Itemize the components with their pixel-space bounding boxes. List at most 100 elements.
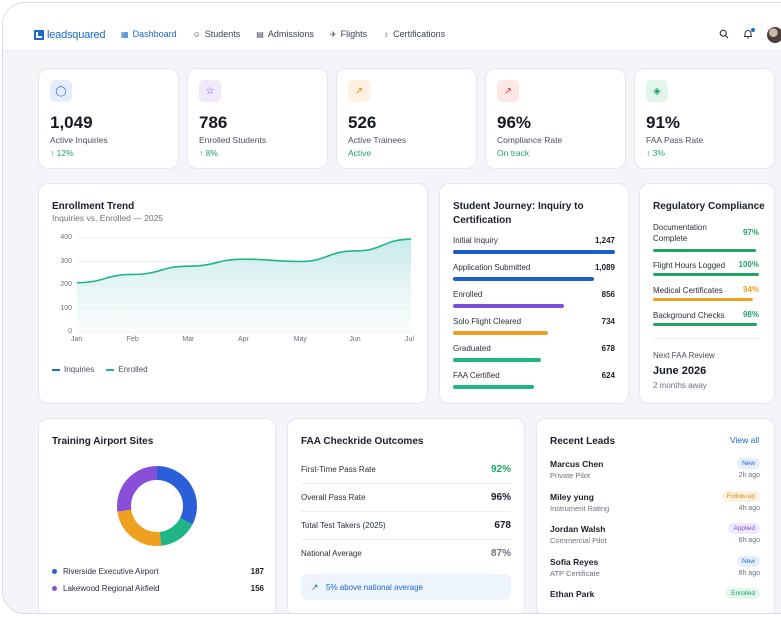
- lead-certificate: Instrument Rating: [550, 503, 610, 513]
- divider: [653, 338, 759, 339]
- stage-bar: [453, 358, 542, 362]
- x-tick-label: May: [293, 336, 307, 343]
- kpi-card-compliance[interactable]: ↗ 96% Compliance Rate On track: [485, 68, 626, 169]
- lead-item[interactable]: Jordan Walsh Commercial Pilot Applied 6h ag…: [550, 523, 760, 554]
- stage-label: Application Submitted: [453, 263, 531, 272]
- compliance-label: Background Checks: [653, 311, 725, 320]
- regulatory-compliance-card: Regulatory Compliance Documentation Comp…: [639, 183, 775, 404]
- top-bar: leadsquared ▦ Dashboard ☺ Students ▤ Adm…: [3, 3, 781, 51]
- banner-text: 5% above national average: [326, 583, 423, 592]
- journey-stage[interactable]: Enrolled 856: [453, 290, 615, 310]
- stage-bar: [453, 277, 595, 281]
- outcome-value: 87%: [490, 548, 511, 559]
- compliance-bar: [653, 273, 759, 276]
- nav-certifications[interactable]: ♁ Certifications: [383, 29, 445, 39]
- y-tick-label: 200: [60, 281, 72, 288]
- bell-icon[interactable]: [743, 27, 755, 42]
- x-tick-label: Jun: [349, 336, 361, 343]
- chart-legend: Inquiries Enrolled: [52, 365, 148, 374]
- journey-stage[interactable]: Graduated 678: [453, 344, 615, 364]
- site-name: Lakewood Regional Airfield: [63, 584, 160, 593]
- lead-item[interactable]: Ethan Park Enrolled: [550, 588, 760, 613]
- compliance-value: 94%: [742, 285, 759, 294]
- outcome-row: Total Test Takers (2025) 678: [301, 512, 511, 540]
- kpi-status: Active: [348, 148, 372, 158]
- site-item[interactable]: Riverside Executive Airport 187: [52, 567, 264, 579]
- nav-admissions[interactable]: ▤ Admissions: [256, 29, 314, 39]
- trend-up-icon: ↗: [354, 85, 364, 97]
- journey-stage[interactable]: FAA Certified 624: [453, 371, 615, 391]
- stage-bar: [453, 304, 565, 308]
- kpi-card-faa-pass[interactable]: ◈ 91% FAA Pass Rate ↑ 3%: [634, 68, 775, 169]
- enrolled-area: [77, 239, 411, 332]
- card-title: Student Journey: Inquiry to Certificatio…: [453, 201, 584, 226]
- main-nav: ▦ Dashboard ☺ Students ▤ Admissions ✈ Fl…: [121, 29, 461, 39]
- kpi-card-enrolled[interactable]: ☆ 786 Enrolled Students ↑ 8%: [187, 68, 328, 169]
- recent-leads-card: Recent Leads View all Marcus Chen Private…: [536, 418, 775, 613]
- x-tick-label: Jan: [71, 336, 83, 343]
- site-color-dot: [52, 586, 57, 591]
- journey-stage[interactable]: Application Submitted 1,089: [453, 263, 615, 283]
- view-all-link[interactable]: View all: [730, 435, 760, 445]
- kpi-value: 96%: [497, 113, 532, 132]
- stage-value: 624: [601, 371, 615, 380]
- search-icon[interactable]: [719, 29, 729, 42]
- notification-dot: [751, 27, 755, 32]
- stage-label: Graduated: [453, 344, 491, 353]
- trend-up-icon: ↗: [311, 582, 319, 592]
- legend-label-inquiries: Inquiries: [64, 365, 95, 374]
- circle-icon: ◯: [55, 85, 67, 97]
- lead-item[interactable]: Marcus Chen Private Pilot New 2h ago: [550, 458, 760, 489]
- y-tick-label: 100: [60, 304, 72, 312]
- toolbar-icons: [719, 27, 781, 43]
- status-badge: Applied: [728, 523, 760, 534]
- lead-time: 4h ago: [738, 504, 760, 512]
- kpi-card-inquiries[interactable]: ◯ 1,049 Active Inquiries ↑ 12%: [38, 68, 179, 169]
- outcome-row: First-Time Pass Rate 92%: [301, 456, 511, 484]
- status-badge: New: [736, 458, 760, 469]
- x-tick-label: Feb: [126, 336, 139, 343]
- brand-name: leadsquared: [47, 29, 106, 41]
- outcome-row: Overall Pass Rate 96%: [301, 484, 511, 512]
- brand-logo[interactable]: leadsquared: [34, 29, 106, 41]
- compliance-item: Flight Hours Logged 100%: [653, 260, 759, 286]
- journey-stage[interactable]: Initial Inquiry 1,247: [453, 236, 615, 256]
- nav-label: Admissions: [267, 29, 314, 39]
- donut-slice: [117, 466, 158, 512]
- nav-flights[interactable]: ✈ Flights: [330, 29, 367, 39]
- site-value: 156: [250, 584, 264, 593]
- stage-label: Solo Flight Cleared: [453, 317, 522, 326]
- nav-students[interactable]: ☺ Students: [193, 29, 241, 39]
- outcome-row: National Average 87%: [301, 540, 511, 568]
- journey-stage[interactable]: Solo Flight Cleared 734: [453, 317, 615, 337]
- lead-name: Jordan Walsh: [550, 524, 606, 534]
- nav-dashboard[interactable]: ▦ Dashboard: [121, 29, 177, 39]
- lead-name: Ethan Park: [550, 589, 595, 599]
- site-item[interactable]: Lakewood Regional Airfield 156: [52, 584, 264, 596]
- compliance-value: 97%: [742, 228, 759, 237]
- layers-icon: ◈: [653, 85, 661, 97]
- site-value: 187: [250, 567, 264, 576]
- y-tick-label: 0: [68, 328, 72, 335]
- outcome-label: First-Time Pass Rate: [301, 465, 376, 474]
- compliance-bar: [653, 298, 753, 301]
- compliance-value: 98%: [742, 310, 759, 319]
- document-icon: ▤: [256, 29, 264, 39]
- enrollment-trend-card: Enrollment Trend Inquiries vs. Enrolled …: [38, 183, 428, 404]
- kpi-value: 91%: [646, 113, 681, 132]
- nav-label: Dashboard: [132, 29, 177, 39]
- kpi-value: 526: [348, 113, 377, 132]
- outcome-label: National Average: [301, 549, 362, 558]
- kpi-card-trainees[interactable]: ↗ 526 Active Trainees Active: [336, 68, 477, 169]
- lead-certificate: Commercial Pilot: [550, 536, 607, 545]
- student-journey-card: Student Journey: Inquiry to Certificatio…: [439, 183, 629, 404]
- compliance-label: Documentation Complete: [653, 223, 707, 243]
- donut-slice: [159, 517, 193, 546]
- grid-icon: ▦: [121, 29, 129, 39]
- outcome-value: 92%: [490, 464, 511, 475]
- lead-item[interactable]: Sofia Reyes ATP Certificate New 8h ago: [550, 555, 760, 587]
- kpi-value: 786: [199, 113, 228, 132]
- lead-item[interactable]: Miley yung Instrument Rating Follow-up 4h a…: [550, 490, 760, 522]
- avatar[interactable]: [767, 27, 781, 43]
- lead-time: 2h ago: [738, 472, 760, 479]
